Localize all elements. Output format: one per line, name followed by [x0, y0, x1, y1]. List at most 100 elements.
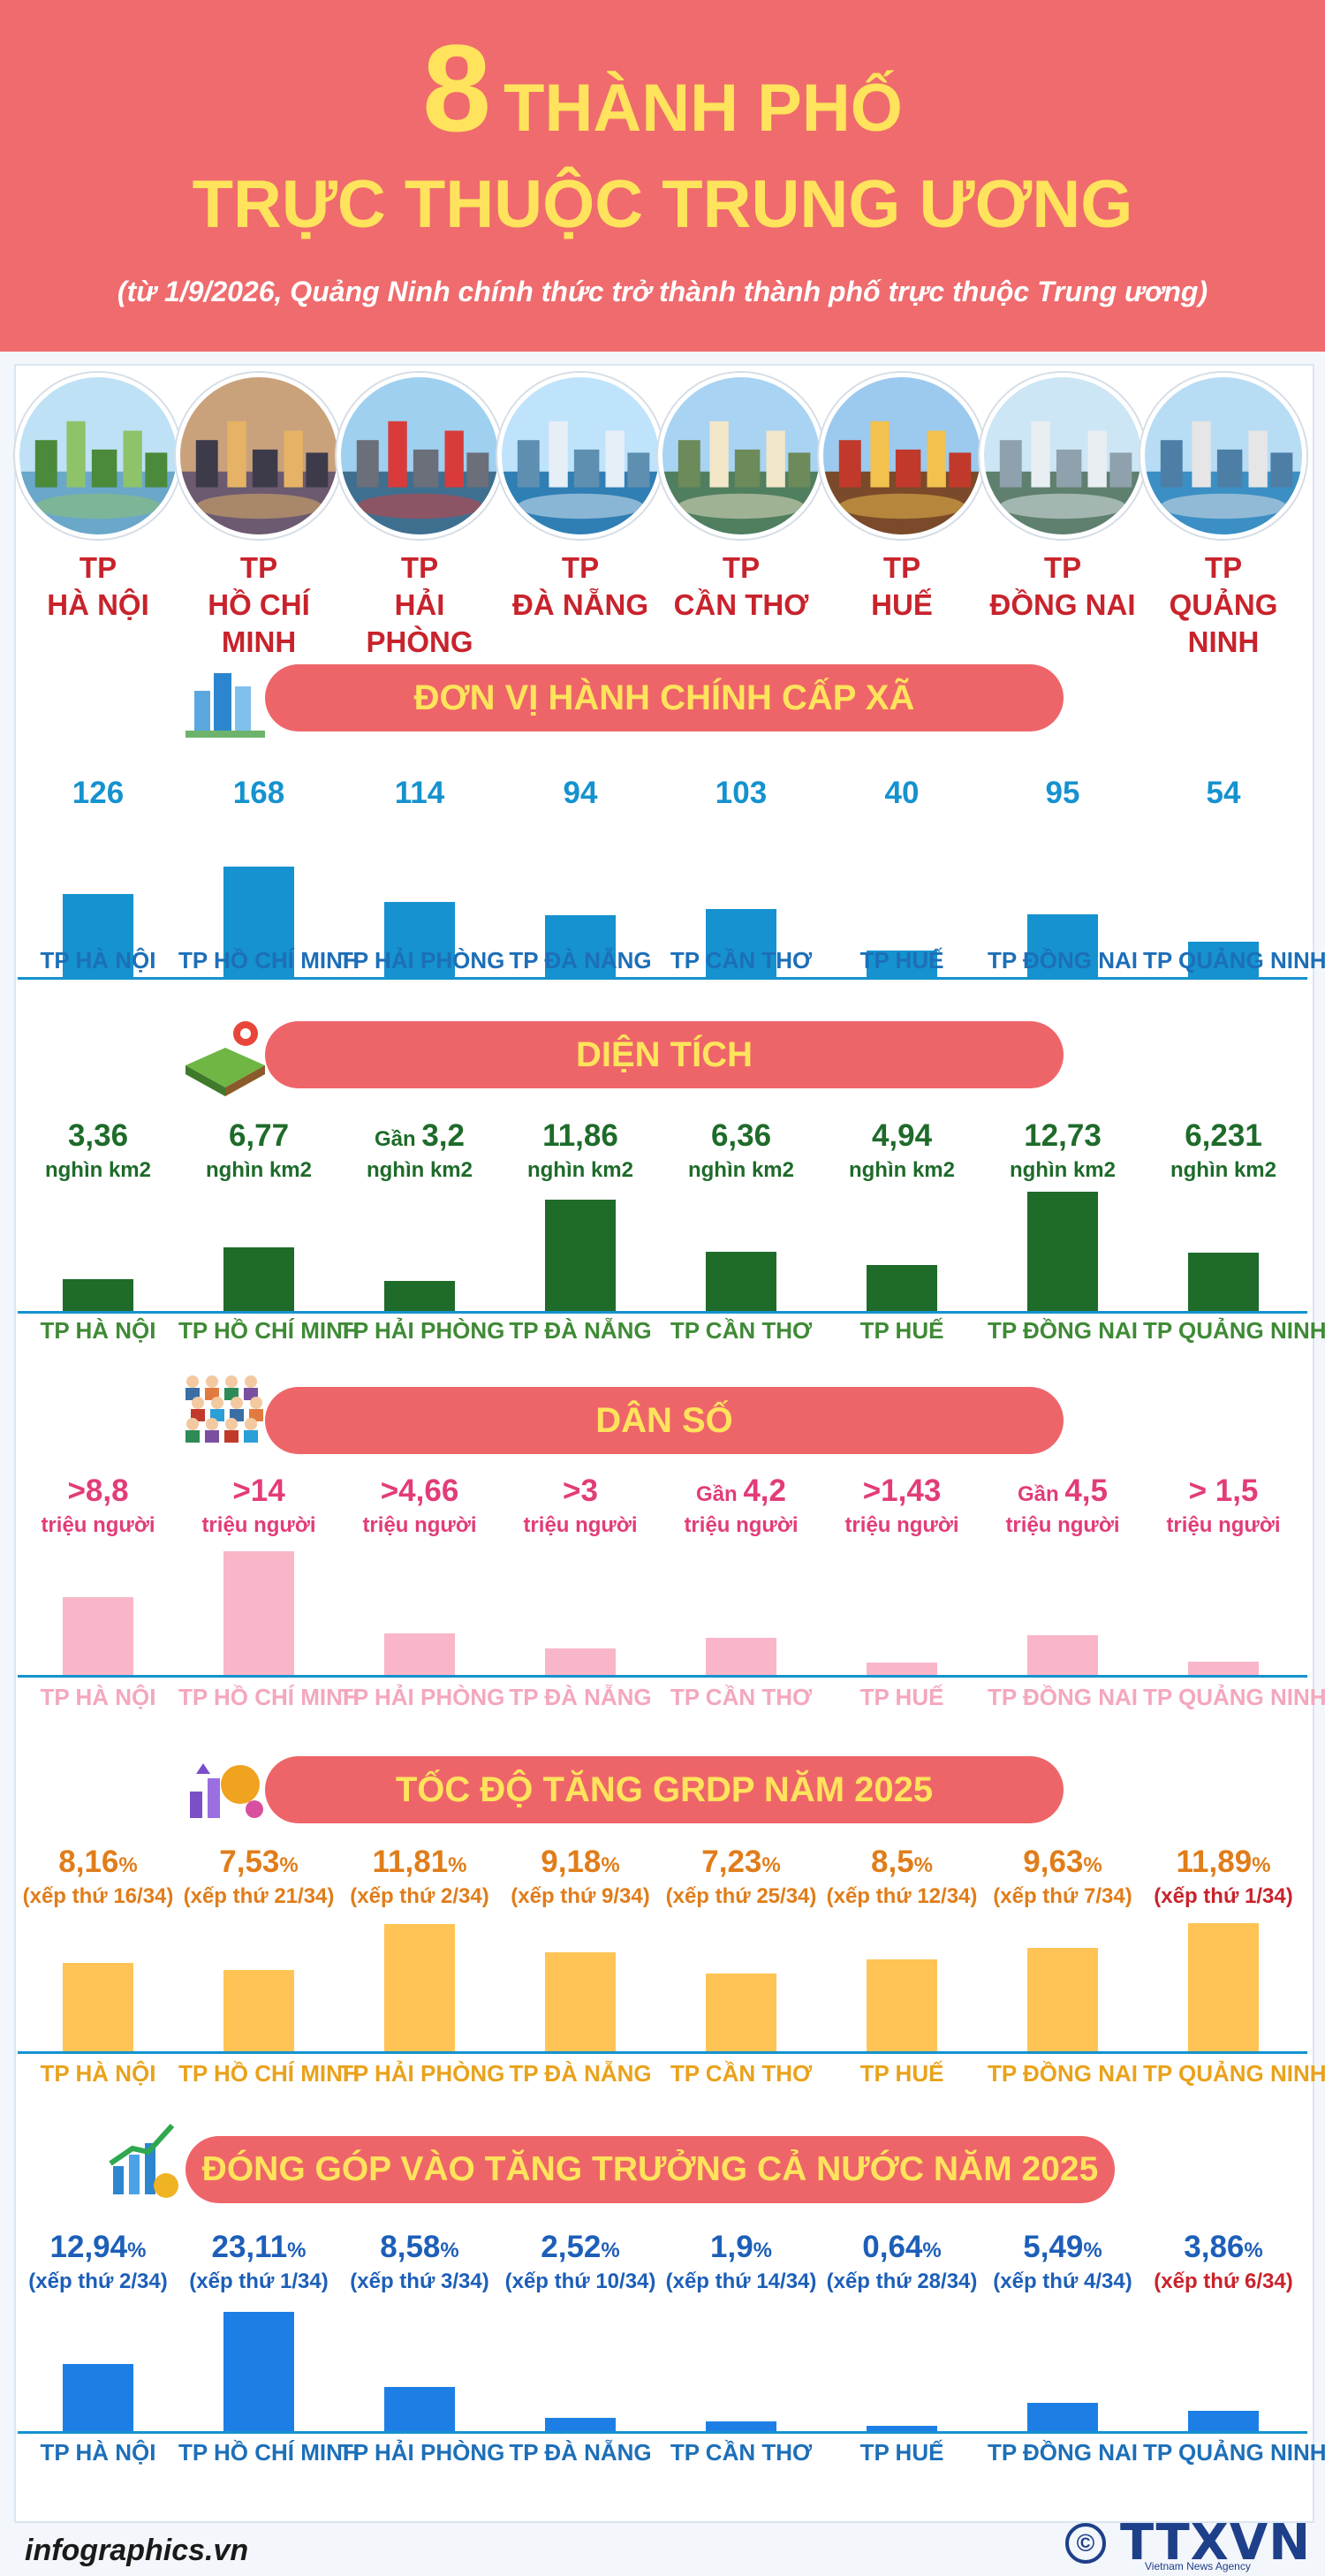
- city-prefix: TP: [1043, 551, 1082, 584]
- data-label: >3: [500, 1474, 661, 1509]
- chart-bar: [706, 909, 776, 977]
- chart-title-banner: DIỆN TÍCH: [265, 1021, 1064, 1088]
- data-label: 126: [18, 776, 178, 811]
- value-main: 6,231: [1185, 1118, 1262, 1153]
- data-label: 6,231: [1143, 1118, 1304, 1154]
- chart-axis: [18, 2431, 1307, 2434]
- chart-bar: [867, 1265, 937, 1311]
- category-label: TP HÀ NỘI: [40, 1684, 156, 1710]
- chart-bar: [1188, 942, 1259, 977]
- value-main: 8,58: [380, 2230, 441, 2264]
- value-main: > 1,5: [1188, 1474, 1259, 1508]
- chart-bar: [384, 1924, 455, 2051]
- chart-bar: [63, 1279, 133, 1311]
- city-prefix: TP: [561, 551, 600, 584]
- value-unit: (xếp thứ 3/34): [350, 2269, 489, 2293]
- value-suffix: %: [601, 2239, 620, 2262]
- value-unit: (xếp thứ 2/34): [28, 2269, 168, 2293]
- chart-bar: [63, 894, 133, 977]
- data-label: >8,8: [18, 1474, 178, 1509]
- value-main: 95: [1045, 776, 1080, 810]
- value-unit: (xếp thứ 28/34): [826, 2269, 978, 2293]
- data-label: 8,58%: [339, 2230, 500, 2269]
- value-main: 3,86: [1184, 2230, 1245, 2264]
- category-label: TP ĐỒNG NAI: [988, 1684, 1138, 1710]
- value-main: 23,11: [211, 2230, 288, 2264]
- value-suffix: %: [761, 1853, 781, 1877]
- category-label: TP HUẾ: [859, 2439, 944, 2466]
- value-unit: (xếp thứ 21/34): [183, 1884, 335, 1908]
- chart-bar: [545, 1648, 616, 1675]
- chart-bar: [1188, 1923, 1259, 2051]
- value-main: >8,8: [67, 1474, 129, 1508]
- chart-bar: [223, 867, 294, 977]
- category-label: TP HỒ CHÍ MINH: [178, 1317, 360, 1344]
- chart-bar: [384, 1633, 455, 1675]
- value-unit: triệu người: [362, 1513, 477, 1537]
- chart-title-banner: ĐƠN VỊ HÀNH CHÍNH CẤP XÃ: [265, 664, 1064, 731]
- city-name-label: TP HỒ CHÍ MINH: [178, 549, 339, 661]
- category-label: TP CẦN THƠ: [670, 1684, 813, 1710]
- category-label: TP HỒ CHÍ MINH: [178, 1684, 360, 1710]
- data-label: 168: [178, 776, 339, 811]
- chart-bar: [867, 951, 937, 977]
- can-tho-photo: [658, 373, 824, 539]
- hue-photo: [819, 373, 985, 539]
- value-unit: nghìn km2: [526, 1158, 633, 1182]
- ho-chi-minh-photo: [176, 373, 342, 539]
- data-label: 4,94: [822, 1118, 982, 1154]
- data-label: 94: [500, 776, 661, 811]
- chart-bar: [223, 1247, 294, 1311]
- growth-coin-icon: [177, 1739, 274, 1827]
- category-label: TP ĐÀ NẴNG: [509, 2060, 652, 2087]
- value-unit: (xếp thứ 6/34): [1154, 2269, 1293, 2293]
- value-main: 3,2: [421, 1118, 465, 1153]
- data-label: 114: [339, 776, 500, 811]
- ha-noi-photo: [15, 373, 181, 539]
- value-unit: triệu người: [684, 1513, 799, 1537]
- category-label: TP HÀ NỘI: [40, 2060, 156, 2087]
- chart-bar: [223, 2312, 294, 2431]
- category-label: TP HẢI PHÒNG: [339, 1684, 505, 1710]
- city-name: HẢI PHÒNG: [366, 588, 473, 658]
- data-label: 40: [822, 776, 982, 811]
- value-main: 1,9: [710, 2230, 753, 2264]
- data-label: 11,86: [500, 1118, 661, 1154]
- hai-phong-photo: [337, 373, 503, 539]
- category-label: TP HẢI PHÒNG: [339, 947, 505, 974]
- data-label: 8,16%: [18, 1845, 178, 1883]
- category-label: TP HUẾ: [859, 2060, 944, 2087]
- category-label: TP HỒ CHÍ MINH: [178, 947, 360, 974]
- data-label: 2,52%: [500, 2230, 661, 2269]
- category-label: TP HÀ NỘI: [40, 2439, 156, 2466]
- category-label: TP ĐỒNG NAI: [988, 947, 1138, 974]
- value-main: 54: [1206, 776, 1241, 810]
- city-name: QUẢNG NINH: [1169, 588, 1278, 658]
- chart-bar: [63, 2364, 133, 2431]
- value-main: 4,94: [871, 1118, 933, 1153]
- data-label: 8,5%: [822, 1845, 982, 1883]
- city-name: HỒ CHÍ MINH: [208, 588, 310, 658]
- value-main: 11,81: [372, 1845, 449, 1879]
- category-label: TP QUẢNG NINH: [1143, 1684, 1325, 1710]
- value-suffix: %: [1252, 1853, 1271, 1877]
- chart-bar: [545, 1200, 616, 1311]
- category-label: TP QUẢNG NINH: [1143, 947, 1325, 974]
- chart-title-banner: DÂN SỐ: [265, 1387, 1064, 1454]
- city-prefix: TP: [882, 551, 921, 584]
- value-suffix: %: [440, 2239, 459, 2262]
- value-suffix: %: [127, 2239, 147, 2262]
- category-label: TP CẦN THƠ: [670, 2439, 813, 2466]
- value-main: 9,63: [1023, 1845, 1084, 1879]
- chart-bar: [1027, 1948, 1098, 2051]
- agency-name: TTXVN: [1120, 2514, 1312, 2572]
- agency-subtitle: Vietnam News Agency: [1145, 2560, 1251, 2572]
- title-line-1: 8 THÀNH PHỐ: [0, 27, 1325, 150]
- value-unit: nghìn km2: [366, 1158, 473, 1182]
- data-label: Gần 4,5: [982, 1474, 1143, 1512]
- category-label: TP HUẾ: [859, 1317, 944, 1344]
- value-unit: (xếp thứ 4/34): [993, 2269, 1132, 2293]
- category-label: TP ĐỒNG NAI: [988, 2439, 1138, 2466]
- data-label: >4,66: [339, 1474, 500, 1509]
- data-label: 11,89%: [1143, 1845, 1304, 1883]
